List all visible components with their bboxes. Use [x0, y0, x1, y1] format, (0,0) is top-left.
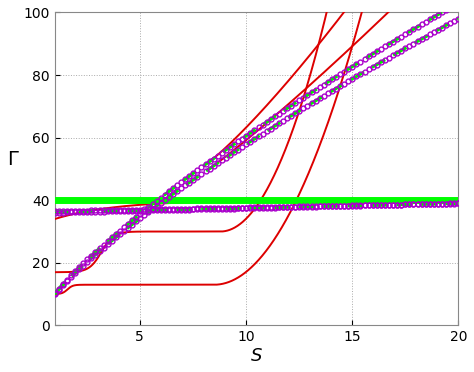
Y-axis label: Γ: Γ: [7, 150, 18, 169]
X-axis label: S: S: [251, 347, 262, 365]
